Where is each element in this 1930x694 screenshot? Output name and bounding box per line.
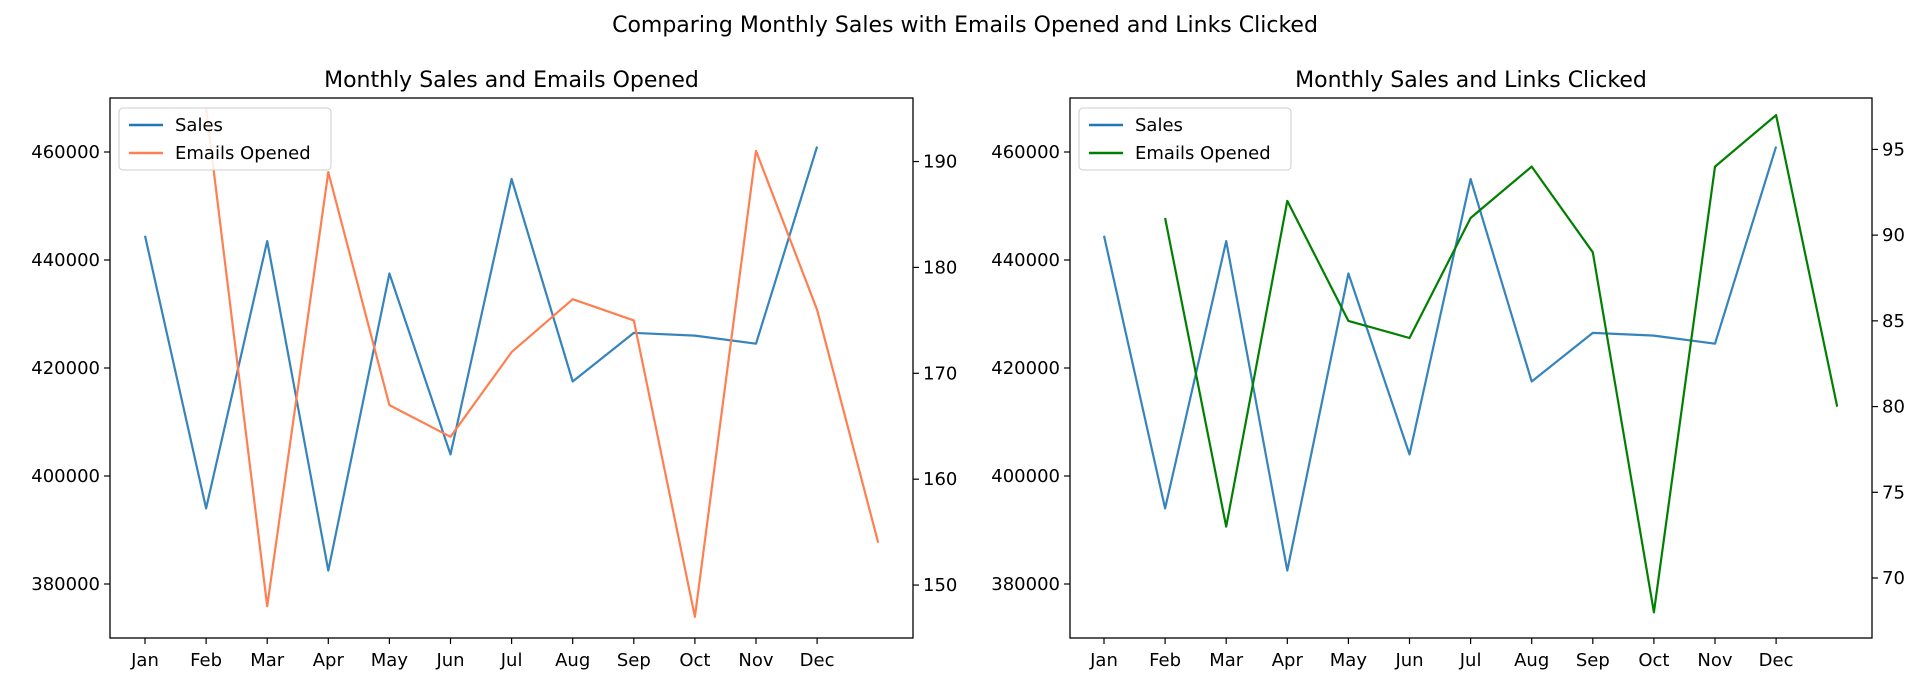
- y-right-tick-label: 95: [1882, 139, 1905, 160]
- y-left-tick-label: 460000: [991, 142, 1060, 163]
- series-line-sales: [1102, 146, 1778, 572]
- y-left-tick-label: 380000: [31, 574, 100, 595]
- x-tick-label: Nov: [738, 650, 773, 671]
- y-left-tick-label: 420000: [31, 358, 100, 379]
- legend-label: Emails Opened: [175, 143, 311, 164]
- y-left-tick-label: 400000: [991, 466, 1060, 487]
- x-tick-label: Sep: [617, 650, 651, 671]
- x-tick-label: May: [371, 650, 409, 671]
- legend-label: Sales: [1135, 115, 1183, 136]
- legend: Sales Emails Opened: [1078, 107, 1292, 171]
- x-tick-label: Dec: [1759, 650, 1794, 671]
- chart-sales-vs-emails-opened: Monthly Sales and Emails Opened Jan Feb Mar…: [31, 68, 957, 671]
- x-tick-label: Jul: [500, 650, 523, 671]
- x-tick-label: Mar: [250, 650, 285, 671]
- x-tick-label: Mar: [1209, 650, 1244, 671]
- legend-label: Emails Opened: [1135, 143, 1271, 164]
- x-tick-label: Apr: [313, 650, 345, 671]
- y-left-tick-label: 420000: [991, 358, 1060, 379]
- x-tick-label: Feb: [190, 650, 222, 671]
- x-tick-label: Sep: [1576, 650, 1610, 671]
- legend: Sales Emails Opened: [118, 107, 332, 171]
- chart-title: Monthly Sales and Links Clicked: [1295, 68, 1647, 93]
- x-tick-label: Aug: [555, 650, 590, 671]
- figure-suptitle: Comparing Monthly Sales with Emails Open…: [612, 13, 1318, 38]
- chart-title: Monthly Sales and Emails Opened: [324, 68, 699, 93]
- x-tick-label: Oct: [679, 650, 710, 671]
- series-line-emails-opened: [205, 108, 880, 618]
- x-tick-label: Jan: [130, 650, 159, 671]
- legend-label: Sales: [175, 115, 223, 136]
- x-tick-label: Jun: [1394, 650, 1423, 671]
- y-right-tick-label: 190: [923, 152, 957, 173]
- y-right-tick-label: 150: [923, 575, 957, 596]
- plot-frame: [1069, 97, 1873, 639]
- x-tick-label: Feb: [1149, 650, 1181, 671]
- y-right-tick-label: 90: [1882, 225, 1905, 246]
- y-right-tick-label: 170: [923, 363, 957, 384]
- legend-box: [1078, 107, 1292, 171]
- series-line-emails-opened: [1164, 113, 1839, 614]
- legend-box: [118, 107, 332, 171]
- y-left-tick-label: 440000: [31, 250, 100, 271]
- y-right-tick-label: 85: [1882, 311, 1905, 332]
- x-tick-label: Apr: [1272, 650, 1304, 671]
- x-tick-label: Jan: [1089, 650, 1118, 671]
- y-left-tick-label: 380000: [991, 574, 1060, 595]
- x-tick-label: Aug: [1514, 650, 1549, 671]
- y-left-tick-label: 460000: [31, 142, 100, 163]
- y-left-tick-label: 440000: [991, 250, 1060, 271]
- x-tick-label: Dec: [800, 650, 835, 671]
- y-right-tick-label: 80: [1882, 397, 1905, 418]
- x-tick-label: Jun: [435, 650, 464, 671]
- series-line-sales: [143, 146, 819, 572]
- x-tick-label: Oct: [1638, 650, 1669, 671]
- y-right-tick-label: 180: [923, 257, 957, 278]
- chart-sales-vs-links-clicked: Monthly Sales and Links Clicked Jan Feb Mar…: [991, 68, 1905, 671]
- x-tick-label: Jul: [1459, 650, 1482, 671]
- y-right-tick-label: 70: [1882, 568, 1905, 589]
- x-tick-label: Nov: [1697, 650, 1732, 671]
- y-right-tick-label: 160: [923, 469, 957, 490]
- plot-frame: [109, 97, 914, 639]
- y-right-tick-label: 75: [1882, 482, 1905, 503]
- y-left-tick-label: 400000: [31, 466, 100, 487]
- x-tick-label: May: [1330, 650, 1368, 671]
